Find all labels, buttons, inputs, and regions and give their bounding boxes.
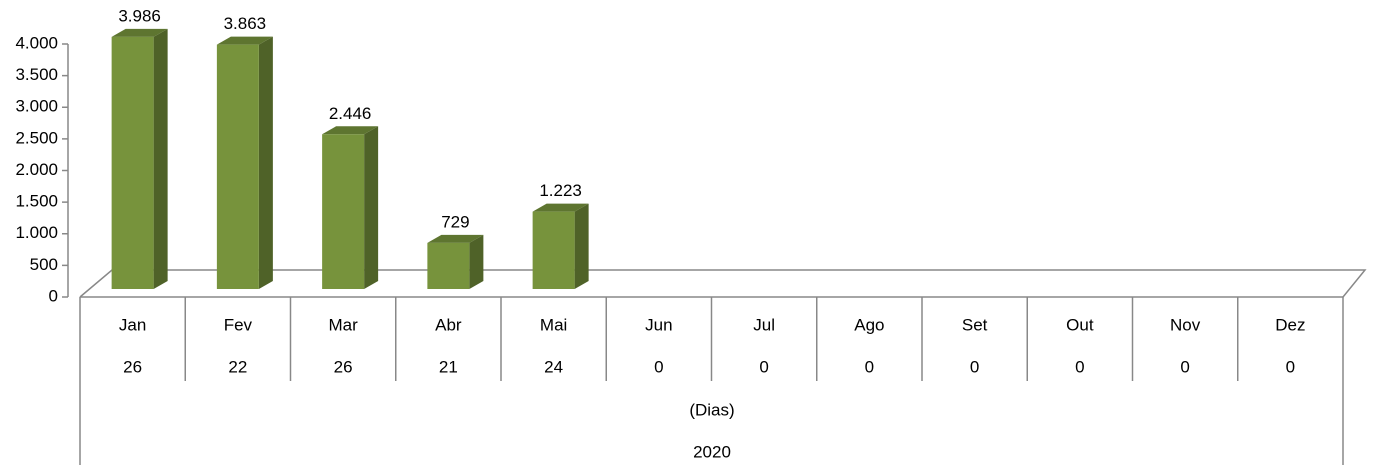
bar [322,126,379,289]
bar-front [322,134,365,289]
bar [111,28,168,290]
days-label: 26 [334,357,353,376]
days-label: 0 [865,357,874,376]
y-tick-label: 3.500 [15,65,58,84]
bar-front [216,44,259,289]
x-tick-label: Fev [224,315,253,334]
bar-top [216,36,273,45]
days-label: 21 [439,357,458,376]
bar-side [258,36,273,289]
days-label: 0 [654,357,663,376]
year-label: 2020 [693,442,731,461]
x-axis-label: (Dias) [689,400,734,419]
days-label: 0 [970,357,979,376]
data-label: 3.863 [224,14,267,33]
data-label: 2.446 [329,104,372,123]
bar [532,203,589,289]
x-tick-label: Jul [753,315,775,334]
bar [427,234,484,289]
days-label: 0 [759,357,768,376]
bar-top [427,234,484,243]
y-tick-label: 500 [30,255,58,274]
y-tick-label: 2.000 [15,160,58,179]
days-label: 0 [1075,357,1084,376]
bar-front [532,211,575,289]
bar-top [322,126,379,135]
x-tick-label: Out [1066,315,1094,334]
y-tick-label: 0 [49,286,58,305]
days-label: 22 [228,357,247,376]
days-label: 0 [1180,357,1189,376]
data-label: 3.986 [118,6,161,25]
y-tick-label: 4.000 [15,33,58,52]
bar-top [532,203,589,212]
data-label: 1.223 [539,181,582,200]
data-label: 729 [441,212,469,231]
days-label: 24 [544,357,563,376]
x-tick-label: Dez [1275,315,1305,334]
y-tick-label: 1.000 [15,223,58,242]
bar-side [153,28,168,290]
bar-top [111,28,168,37]
bar-front [111,36,154,290]
x-tick-label: Jun [645,315,672,334]
y-tick-label: 3.000 [15,97,58,116]
x-tick-label: Abr [435,315,462,334]
x-tick-label: Mar [328,315,358,334]
days-label: 26 [123,357,142,376]
bar-front [427,242,470,289]
days-label: 0 [1286,357,1295,376]
x-tick-label: Ago [854,315,884,334]
y-tick-label: 2.500 [15,128,58,147]
x-tick-label: Mai [540,315,567,334]
floor [79,269,1367,298]
bar [216,36,273,289]
x-tick-label: Nov [1170,315,1201,334]
bar-side [469,234,484,289]
x-tick-label: Jan [119,315,146,334]
x-tick-label: Set [962,315,988,334]
y-tick-label: 1.500 [15,192,58,211]
bar-side [574,203,589,289]
bar-side [364,126,379,289]
